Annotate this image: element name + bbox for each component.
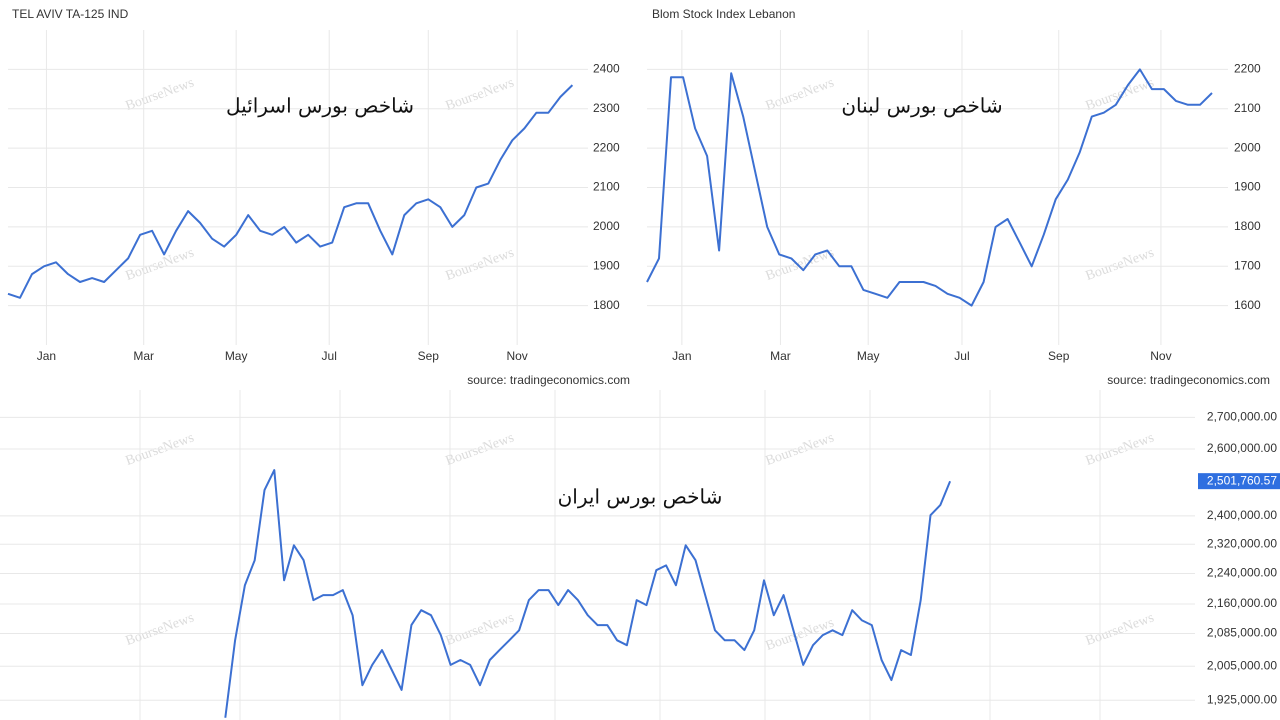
y-tick-label: 2,005,000.00	[1207, 658, 1277, 672]
y-tick-label: 2100	[593, 180, 620, 194]
y-tick-label: 2200	[1234, 62, 1261, 76]
y-tick-label: 2,400,000.00	[1207, 508, 1277, 522]
x-tick-label: Nov	[506, 349, 527, 363]
x-tick-label: Mar	[133, 349, 154, 363]
y-tick-label: 2,240,000.00	[1207, 566, 1277, 580]
x-tick-label: Mar	[770, 349, 791, 363]
line	[646, 68, 1213, 307]
y-tick-label: 2,600,000.00	[1207, 441, 1277, 455]
x-tick-label: Sep	[418, 349, 440, 363]
y-tick-label: 2,085,000.00	[1207, 626, 1277, 640]
x-tick-label: Nov	[1150, 349, 1171, 363]
last-price-tag	[1198, 473, 1280, 490]
source: source: tradingeconomics.com	[1107, 373, 1270, 387]
x-tick-label: May	[857, 349, 880, 363]
y-tick-label: 2200	[593, 140, 620, 154]
y-tick-label: 2,160,000.00	[1207, 596, 1277, 610]
line	[224, 469, 952, 718]
y-tick-label: 2100	[1234, 101, 1261, 115]
y-tick-label: 1800	[593, 298, 620, 312]
y-tick-label: 1700	[1234, 258, 1261, 272]
line	[7, 84, 574, 299]
x-tick-label: Sep	[1048, 349, 1070, 363]
chart: TEL AVIV TA-125 IND Jan Mar May Jul Sep Nov 180…	[7, 7, 630, 387]
y-tick-label: 2000	[1234, 140, 1261, 154]
y-tick-label: 1800	[1234, 219, 1261, 233]
watermark: BourseNews	[444, 75, 516, 114]
x-tick-label: Jan	[37, 349, 56, 363]
watermark: BourseNews	[124, 75, 196, 114]
watermark: BourseNews	[1084, 430, 1156, 469]
chart-title: TEL AVIV TA-125 IND	[12, 7, 129, 21]
x-tick-label: May	[225, 349, 248, 363]
bottom-grid	[139, 390, 1101, 720]
x-tick-label: Jan	[672, 349, 691, 363]
watermark: BourseNews	[1084, 610, 1156, 649]
y-tick-label: 2300	[593, 101, 620, 115]
chart-title: Blom Stock Index Lebanon	[652, 7, 795, 21]
watermark: BourseNews	[444, 430, 516, 469]
y-tick-label: 2400	[593, 62, 620, 76]
last-price-label: 2,501,760.57	[1207, 473, 1277, 487]
watermark: BourseNews	[764, 75, 836, 114]
y-tick-label: 2000	[593, 219, 620, 233]
y-tick-label: 1900	[1234, 180, 1261, 194]
watermark: BourseNews	[1084, 245, 1156, 284]
y-tick-label: 1,925,000.00	[1207, 692, 1277, 706]
chart: Blom Stock Index Lebanon Jan Mar May Jul Sep N…	[646, 7, 1270, 387]
y-tick-label: 2,320,000.00	[1207, 536, 1277, 550]
watermark: BourseNews	[1084, 75, 1156, 114]
y-tick-label: 1900	[593, 258, 620, 272]
annotation: شاخص بورس ایران	[558, 485, 723, 509]
annotation: شاخص بورس اسرائیل	[226, 94, 414, 118]
x-tick-label: Jul	[954, 349, 969, 363]
x-tick-label: Jul	[322, 349, 337, 363]
y-tick-label: 2,700,000.00	[1207, 410, 1277, 424]
watermark: BourseNews	[124, 430, 196, 469]
watermark: BourseNews	[124, 610, 196, 649]
watermark: BourseNews	[124, 245, 196, 284]
y-tick-label: 1600	[1234, 298, 1261, 312]
watermark: BourseNews	[764, 430, 836, 469]
annotation: شاخص بورس لبنان	[841, 94, 1002, 118]
watermark: BourseNews	[444, 245, 516, 284]
chart: 1,925,000.00 2,005,000.00 2,085,000.00 2,16…	[0, 410, 1280, 718]
source: source: tradingeconomics.com	[467, 373, 630, 387]
